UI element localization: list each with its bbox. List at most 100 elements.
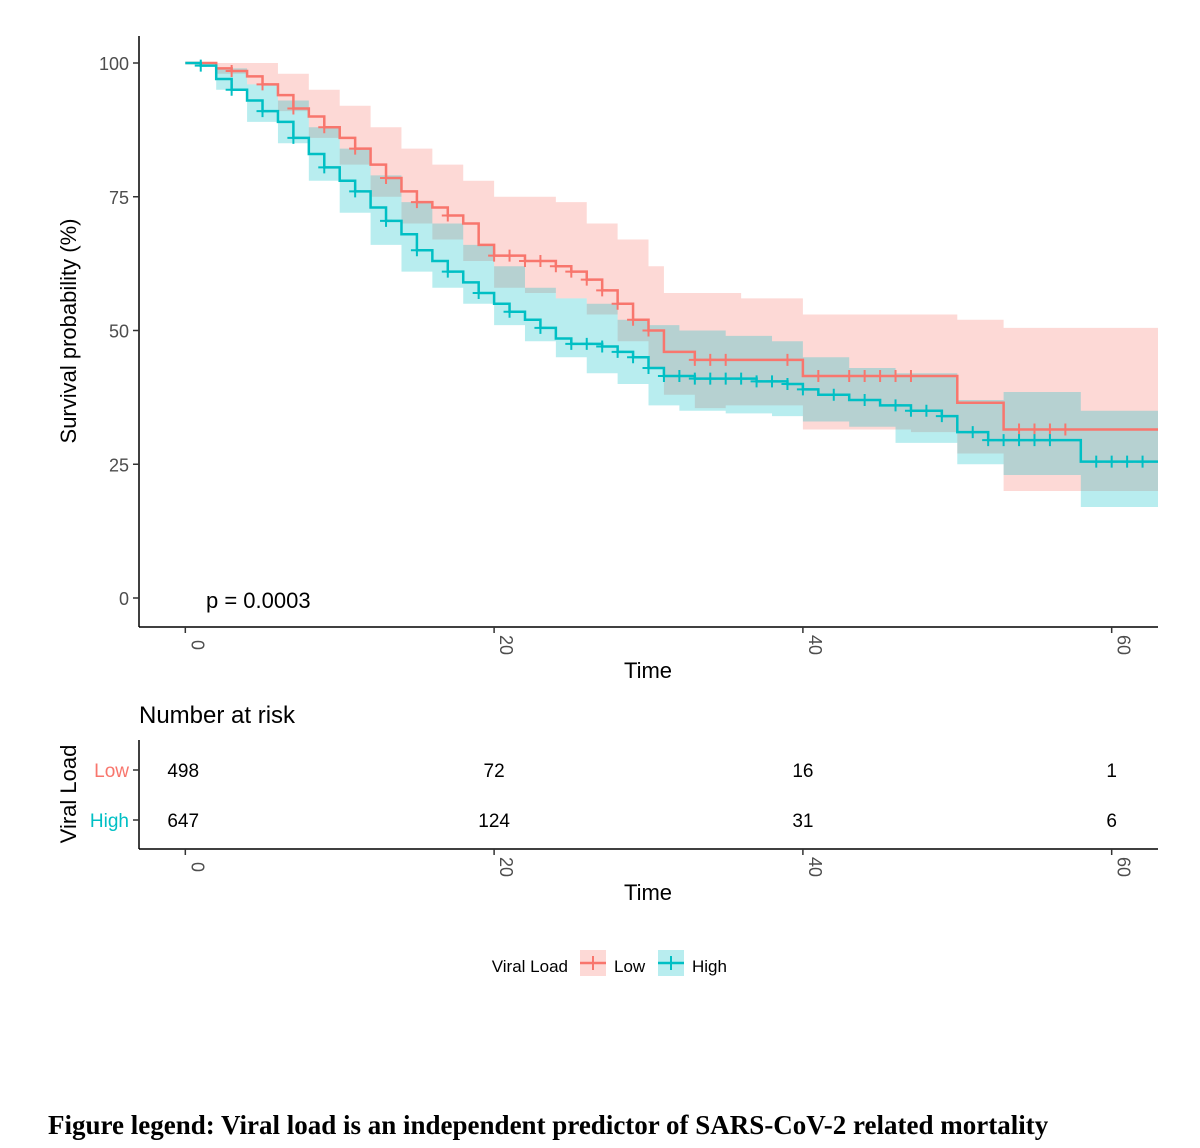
censor-mark-low xyxy=(1013,423,1026,436)
risk-table: Number at risk Viral Load Low 498 72 16 1 Hig… xyxy=(56,702,1158,905)
y-tick-label: 100 xyxy=(99,54,129,74)
censor-mark-high xyxy=(997,434,1010,447)
censor-mark-low xyxy=(688,353,701,366)
censor-mark-low xyxy=(488,249,501,262)
censor-mark-high xyxy=(766,375,779,388)
risk-value-low: 72 xyxy=(484,761,505,782)
censor-mark-low xyxy=(719,353,732,366)
censor-mark-high xyxy=(503,305,516,318)
censor-mark-high xyxy=(781,378,794,390)
censor-mark-high xyxy=(827,388,840,401)
censor-mark-low xyxy=(503,249,516,262)
censor-mark-high xyxy=(580,337,593,350)
risk-value-low: 1 xyxy=(1106,761,1117,782)
censor-mark-low xyxy=(904,369,917,382)
risk-x-tick-label: 60 xyxy=(1114,857,1134,877)
x-tick-label: 20 xyxy=(496,635,516,655)
censor-mark-high xyxy=(1105,455,1118,468)
censor-mark-low xyxy=(441,209,454,222)
censor-mark-low xyxy=(611,297,624,310)
x-tick-label: 0 xyxy=(187,640,207,650)
censor-mark-high xyxy=(441,265,454,278)
y-tick-label: 25 xyxy=(109,455,129,475)
risk-rows: Low 498 72 16 1 High 647 124 31 6 xyxy=(90,761,1117,832)
censor-mark-low xyxy=(534,254,547,267)
legend-items: Low High xyxy=(580,950,727,976)
censor-mark-high xyxy=(534,321,547,334)
censor-mark-high xyxy=(1043,434,1056,447)
censor-mark-low xyxy=(287,102,300,115)
figure-caption: Figure legend: Viral load is an independ… xyxy=(48,1110,1049,1140)
censor-mark-low xyxy=(410,196,423,209)
censor-mark-low xyxy=(565,265,578,278)
censor-mark-high xyxy=(688,372,701,385)
legend-label-low: Low xyxy=(614,957,646,976)
risk-x-ticks: 0 20 40 60 xyxy=(184,849,1134,877)
y-tick-label: 0 xyxy=(119,589,129,609)
censor-mark-low xyxy=(580,273,593,286)
censor-mark-high xyxy=(380,214,393,227)
censor-mark-high xyxy=(627,351,640,364)
y-tick-label: 50 xyxy=(109,322,129,342)
censor-mark-low xyxy=(549,260,562,273)
x-tick-label: 40 xyxy=(805,635,825,655)
censor-mark-high xyxy=(318,161,331,174)
censor-mark-high xyxy=(611,345,624,358)
censor-mark-high xyxy=(657,369,670,382)
survival-plot: 0 25 50 75 100 0 20 40 60 Survival probability … xyxy=(56,36,1158,683)
censor-mark-high xyxy=(410,244,423,257)
risk-table-ylabel: Viral Load xyxy=(56,745,81,844)
censor-mark-high xyxy=(982,434,995,447)
censor-mark-low xyxy=(889,369,902,382)
censor-mark-low xyxy=(843,369,856,382)
risk-value-high: 31 xyxy=(792,811,813,832)
censor-mark-high xyxy=(287,131,300,144)
risk-value-high: 6 xyxy=(1106,811,1117,832)
censor-mark-high xyxy=(858,394,871,407)
risk-x-tick-label: 40 xyxy=(805,857,825,877)
censor-mark-high xyxy=(920,404,933,417)
y-axis-label: Survival probability (%) xyxy=(56,219,81,444)
censor-mark-high xyxy=(565,337,578,350)
y-ticks: 0 25 50 75 100 xyxy=(99,54,139,609)
risk-x-axis-label: Time xyxy=(624,880,672,905)
risk-value-high: 124 xyxy=(478,811,510,832)
x-axis-label: Time xyxy=(624,658,672,683)
censor-mark-high xyxy=(472,287,485,300)
risk-row-label-low: Low xyxy=(94,761,129,782)
risk-value-high: 647 xyxy=(167,811,199,832)
censor-mark-low xyxy=(318,121,331,134)
censor-mark-high xyxy=(225,83,238,96)
censor-mark-high xyxy=(256,105,269,118)
censor-mark-low xyxy=(781,353,794,366)
censor-mark-high xyxy=(1013,434,1026,447)
censor-mark-low xyxy=(627,313,640,326)
censor-mark-low xyxy=(874,369,887,382)
confidence-bands xyxy=(185,63,1158,508)
legend-title: Viral Load xyxy=(492,957,568,976)
censor-mark-high xyxy=(904,404,917,417)
censor-mark-low xyxy=(596,284,609,297)
censor-mark-low xyxy=(256,78,269,91)
censor-mark-high xyxy=(1028,434,1041,447)
censor-mark-high xyxy=(673,369,686,382)
censor-mark-high xyxy=(719,372,732,385)
censor-marks xyxy=(194,59,1149,468)
censor-mark-low xyxy=(225,65,238,78)
risk-table-title: Number at risk xyxy=(139,702,296,729)
censor-mark-high xyxy=(735,372,748,385)
risk-x-tick-label: 0 xyxy=(187,862,207,872)
censor-mark-low xyxy=(1028,423,1041,436)
censor-mark-high xyxy=(596,340,609,353)
censor-mark-low xyxy=(380,172,393,185)
censor-mark-low xyxy=(858,369,871,382)
x-tick-label: 60 xyxy=(1114,635,1134,655)
censor-mark-low xyxy=(642,324,655,337)
risk-row-label-high: High xyxy=(90,811,129,832)
censor-mark-low xyxy=(1043,423,1056,436)
censor-mark-high xyxy=(889,399,902,412)
censor-mark-high xyxy=(642,361,655,374)
legend-label-high: High xyxy=(692,957,727,976)
censor-mark-high xyxy=(750,375,763,388)
